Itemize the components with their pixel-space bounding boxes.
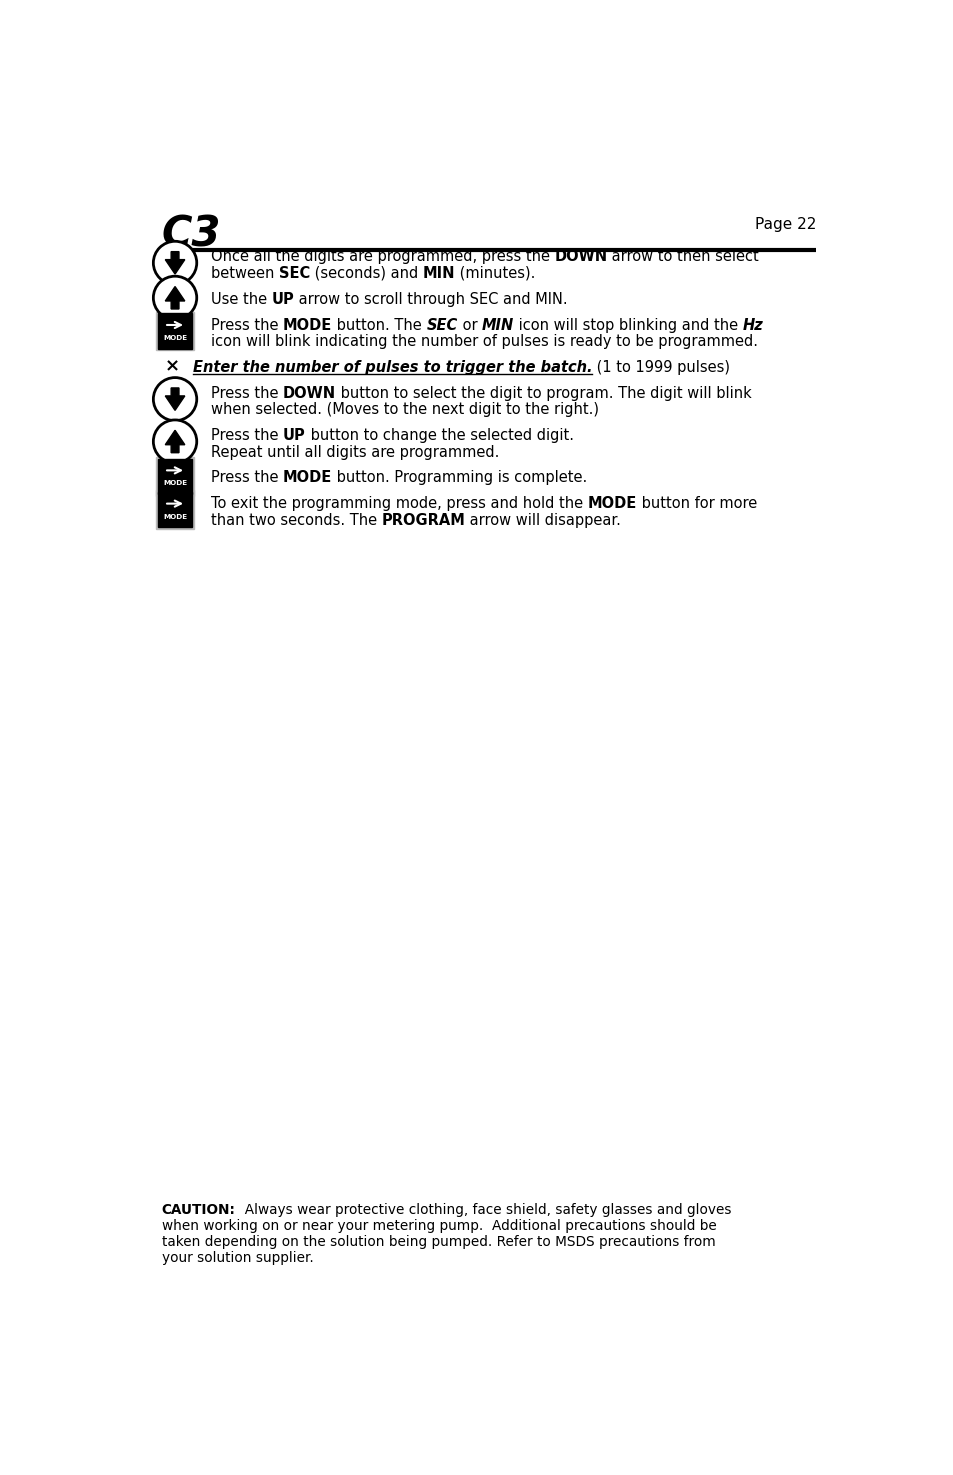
Text: Repeat until all digits are programmed.: Repeat until all digits are programmed.	[211, 444, 498, 460]
Text: (minutes).: (minutes).	[455, 266, 536, 280]
Text: Press the: Press the	[211, 317, 282, 332]
Text: button to change the selected digit.: button to change the selected digit.	[305, 428, 573, 442]
FancyBboxPatch shape	[156, 311, 193, 350]
Text: button for more: button for more	[636, 496, 756, 512]
FancyBboxPatch shape	[156, 457, 193, 496]
Text: arrow will disappear.: arrow will disappear.	[465, 513, 620, 528]
FancyBboxPatch shape	[156, 490, 193, 530]
Text: button. The: button. The	[332, 317, 426, 332]
Text: (1 to 1999 pulses): (1 to 1999 pulses)	[592, 360, 730, 375]
Text: button. Programming is complete.: button. Programming is complete.	[332, 471, 587, 485]
Text: your solution supplier.: your solution supplier.	[162, 1251, 314, 1264]
Text: MIN: MIN	[422, 266, 455, 280]
Text: MODE: MODE	[587, 496, 636, 512]
Text: between: between	[211, 266, 278, 280]
Circle shape	[153, 378, 196, 420]
Text: Enter the number of pulses to trigger the batch.: Enter the number of pulses to trigger th…	[193, 360, 592, 375]
Text: icon will stop blinking and the: icon will stop blinking and the	[514, 317, 742, 332]
Text: Press the: Press the	[211, 385, 282, 401]
Text: arrow to then select: arrow to then select	[607, 249, 759, 264]
Text: arrow to scroll through SEC and MIN.: arrow to scroll through SEC and MIN.	[294, 292, 567, 307]
Text: button to select the digit to program. The digit will blink: button to select the digit to program. T…	[335, 385, 751, 401]
Text: when selected. (Moves to the next digit to the right.): when selected. (Moves to the next digit …	[211, 403, 598, 417]
Text: Press the: Press the	[211, 428, 282, 442]
Circle shape	[153, 420, 196, 463]
Text: C3: C3	[162, 214, 221, 255]
Text: or: or	[457, 317, 481, 332]
Text: PROGRAM: PROGRAM	[381, 513, 465, 528]
Text: DOWN: DOWN	[282, 385, 335, 401]
Polygon shape	[165, 252, 185, 274]
Text: MODE: MODE	[163, 335, 187, 341]
Text: ×: ×	[164, 358, 179, 376]
Text: icon will blink indicating the number of pulses is ready to be programmed.: icon will blink indicating the number of…	[211, 333, 757, 350]
Text: UP: UP	[282, 428, 305, 442]
Text: SEC: SEC	[426, 317, 457, 332]
FancyBboxPatch shape	[158, 493, 192, 528]
Circle shape	[153, 242, 196, 285]
Text: than two seconds. The: than two seconds. The	[211, 513, 381, 528]
Text: UP: UP	[272, 292, 294, 307]
Text: MODE: MODE	[163, 481, 187, 487]
Text: when working on or near your metering pump.  Additional precautions should be: when working on or near your metering pu…	[162, 1220, 716, 1233]
Polygon shape	[165, 388, 185, 410]
FancyBboxPatch shape	[158, 459, 192, 494]
Text: Page 22: Page 22	[754, 217, 815, 232]
Text: Once all the digits are programmed, press the: Once all the digits are programmed, pres…	[211, 249, 554, 264]
Text: MIN: MIN	[481, 317, 514, 332]
Text: Press the: Press the	[211, 471, 282, 485]
Text: SEC: SEC	[278, 266, 310, 280]
Text: taken depending on the solution being pumped. Refer to MSDS precautions from: taken depending on the solution being pu…	[162, 1235, 715, 1249]
Text: Always wear protective clothing, face shield, safety glasses and gloves: Always wear protective clothing, face sh…	[235, 1204, 731, 1217]
Text: Hz: Hz	[742, 317, 763, 332]
Text: MODE: MODE	[163, 513, 187, 519]
FancyBboxPatch shape	[158, 313, 192, 348]
Text: (seconds) and: (seconds) and	[310, 266, 422, 280]
Text: To exit the programming mode, press and hold the: To exit the programming mode, press and …	[211, 496, 587, 512]
Polygon shape	[165, 431, 185, 453]
Text: MODE: MODE	[282, 471, 332, 485]
Text: DOWN: DOWN	[554, 249, 607, 264]
Text: MODE: MODE	[282, 317, 332, 332]
Polygon shape	[165, 286, 185, 308]
Circle shape	[153, 276, 196, 319]
Text: CAUTION:: CAUTION:	[162, 1204, 235, 1217]
Text: Use the: Use the	[211, 292, 272, 307]
